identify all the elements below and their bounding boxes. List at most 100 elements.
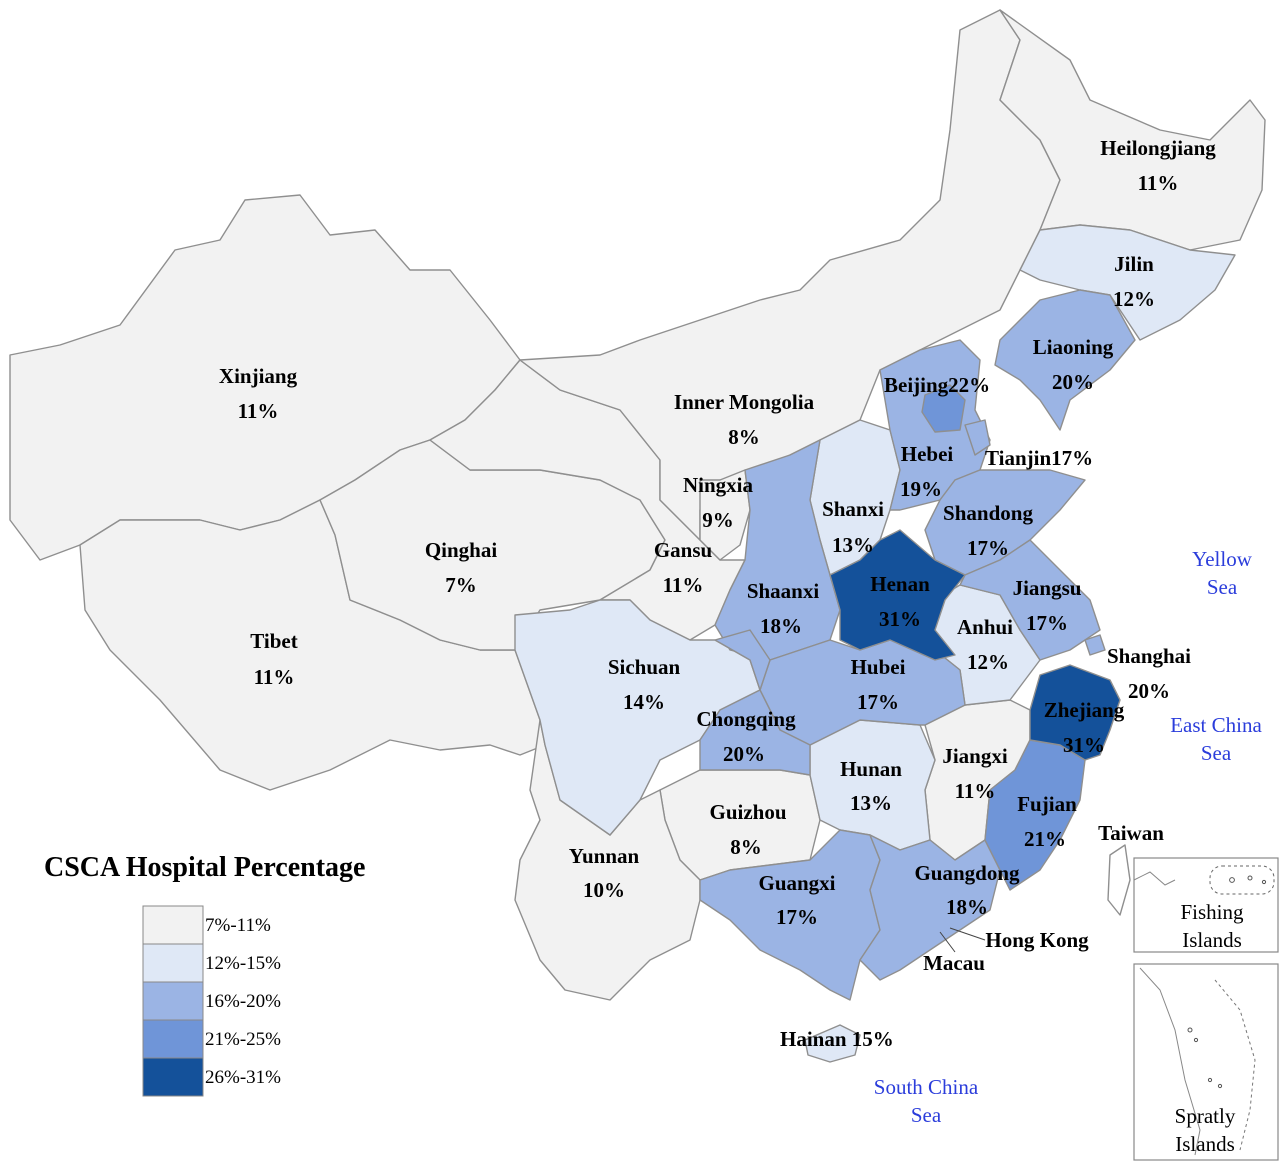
legend-swatch (142, 1057, 204, 1097)
label-zhejiang-value: 31% (1063, 733, 1105, 757)
label-sichuan-name: Sichuan (608, 655, 681, 679)
label-hunan-value: 13% (850, 791, 892, 815)
label-liaoning-value: 20% (1052, 370, 1094, 394)
label-jiangxi-name: Jiangxi (942, 744, 1008, 768)
label-shanghai-value: 20% (1128, 679, 1170, 703)
label-yunnan-name: Yunnan (569, 844, 640, 868)
label-henan-name: Henan (870, 572, 930, 596)
region-chongqing[interactable] (699, 629, 811, 776)
region-jilin[interactable] (1019, 224, 1236, 341)
region-hainan[interactable] (804, 1024, 861, 1063)
label-shandong-value: 17% (967, 536, 1009, 560)
region-taiwan[interactable] (1107, 844, 1131, 916)
region-ningxia[interactable] (699, 469, 751, 561)
legend-title: CSCA Hospital Percentage (44, 852, 365, 883)
label-hubei-name: Hubei (851, 655, 906, 679)
inset-fishing-label-2: Islands (1182, 928, 1242, 952)
label-hebei-name: Hebei (901, 442, 954, 466)
label-zhejiang-name: Zhejiang (1044, 698, 1125, 722)
label-jilin-name: Jilin (1114, 252, 1154, 276)
label-chongqing-name: Chongqing (696, 707, 796, 731)
label-hunan-name: Hunan (840, 757, 902, 781)
label-liaoning-name: Liaoning (1033, 335, 1114, 359)
label-ningxia-name: Ningxia (683, 473, 754, 497)
label-xinjiang-name: Xinjiang (219, 364, 298, 388)
region-tianjin[interactable] (964, 419, 991, 456)
legend-label: 7%-11% (205, 915, 271, 936)
region-hunan[interactable] (809, 719, 936, 851)
inset-spratly-label-2: Islands (1175, 1132, 1235, 1156)
region-zhejiang[interactable] (1029, 664, 1121, 761)
label-shanghai-name: Shanghai (1107, 644, 1191, 668)
region-labels: Xinjiang 11% Tibet 11% Qinghai 7% Inner … (219, 136, 1216, 1051)
inset-fishing-island-dot (1247, 875, 1253, 881)
legend-label: 26%-31% (205, 1067, 281, 1088)
label-shaanxi-value: 18% (760, 614, 802, 638)
hong-kong-leader-line (949, 927, 986, 941)
region-heilongjiang[interactable] (999, 9, 1266, 251)
label-fujian-name: Fujian (1017, 792, 1077, 816)
region-beijing[interactable] (921, 384, 966, 433)
legend-label: 16%-20% (205, 991, 281, 1012)
label-jiangsu-name: Jiangsu (1013, 576, 1082, 600)
label-inner-mongolia-value: 8% (728, 425, 760, 449)
label-yunnan-value: 10% (583, 878, 625, 902)
region-henan[interactable] (829, 529, 966, 661)
label-jilin-value: 12% (1113, 287, 1155, 311)
legend-swatch (142, 1019, 204, 1059)
label-guangxi-name: Guangxi (758, 871, 835, 895)
label-anhui-value: 12% (967, 650, 1009, 674)
sea-label-south-2: Sea (911, 1103, 942, 1127)
inset-spratly-islands (1133, 963, 1279, 1161)
sea-label-yellow-1: Yellow (1192, 547, 1253, 571)
label-tianjin-name: Tianjin (985, 446, 1051, 470)
label-hubei-value: 17% (857, 690, 899, 714)
label-jiangxi-value: 11% (955, 779, 996, 803)
label-gansu-name: Gansu (654, 538, 713, 562)
inset-spratly-label-1: Spratly (1175, 1104, 1236, 1128)
label-ningxia-value: 9% (702, 508, 734, 532)
inset-fishing-coast (1133, 871, 1176, 886)
label-shaanxi-name: Shaanxi (747, 579, 820, 603)
label-chongqing-value: 20% (723, 742, 765, 766)
inset-spratly-boundary (1214, 979, 1256, 1151)
label-heilongjiang-value: 11% (1138, 171, 1179, 195)
label-beijing-value: 22% (948, 373, 990, 397)
inset-spratly-island-dot (1187, 1027, 1193, 1033)
label-guangdong-name: Guangdong (914, 861, 1020, 885)
label-beijing-name: Beijing (884, 373, 949, 397)
region-guangdong[interactable] (859, 834, 1001, 981)
inset-fishing-island-dot (1261, 879, 1267, 885)
legend-label: 12%-15% (205, 953, 281, 974)
label-shanxi-value: 13% (832, 533, 874, 557)
label-hong-kong-name: Hong Kong (985, 928, 1089, 952)
label-hainan: Hainan 15% (780, 1027, 894, 1051)
label-xinjiang-value: 11% (238, 399, 279, 423)
region-shanghai[interactable] (1084, 634, 1106, 656)
region-fujian[interactable] (984, 739, 1086, 891)
label-macau-name: Macau (923, 951, 985, 975)
label-anhui-name: Anhui (957, 615, 1013, 639)
label-tianjin: Tianjin17% (985, 446, 1093, 470)
sea-label-east-1: East China (1170, 713, 1262, 737)
label-inner-mongolia-name: Inner Mongolia (674, 390, 815, 414)
label-tibet-name: Tibet (250, 629, 297, 653)
label-shandong-name: Shandong (943, 501, 1033, 525)
legend-label: 21%-25% (205, 1029, 281, 1050)
label-guizhou-name: Guizhou (709, 800, 786, 824)
label-gansu-value: 11% (663, 573, 704, 597)
legend-swatch (142, 981, 204, 1021)
inset-fishing-label-1: Fishing (1180, 900, 1244, 924)
label-sichuan-value: 14% (623, 690, 665, 714)
macau-leader-line (939, 931, 956, 953)
label-henan-value: 31% (879, 607, 921, 631)
label-qinghai-value: 7% (445, 573, 477, 597)
region-liaoning[interactable] (994, 289, 1136, 431)
label-beijing: Beijing22% (884, 373, 990, 397)
label-jiangsu-value: 17% (1026, 611, 1068, 635)
label-hainan-value: 15% (852, 1027, 894, 1051)
legend-swatch (142, 905, 204, 945)
label-tibet-value: 11% (254, 665, 295, 689)
label-fujian-value: 21% (1024, 827, 1066, 851)
